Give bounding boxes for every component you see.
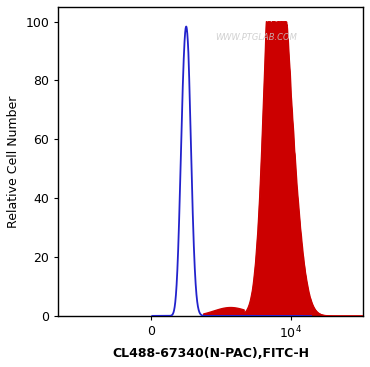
Text: WWW.PTGLAB.COM: WWW.PTGLAB.COM [215, 33, 297, 42]
X-axis label: CL488-67340(N-PAC),FITC-H: CL488-67340(N-PAC),FITC-H [112, 347, 309, 360]
Y-axis label: Relative Cell Number: Relative Cell Number [7, 95, 20, 228]
